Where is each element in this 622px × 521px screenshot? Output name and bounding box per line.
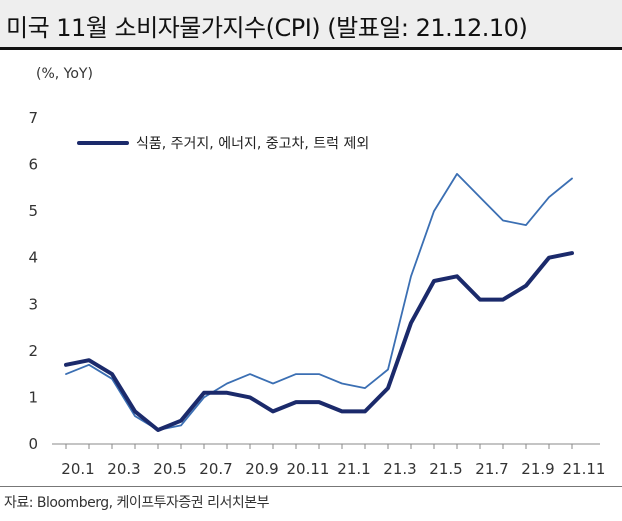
y-tick-label: 4 [28,249,38,267]
legend: 식품, 주거지, 에너지, 중고차, 트럭 제외 [77,136,369,152]
x-tick-label: 21.1 [337,460,370,478]
x-tick-label: 21.3 [383,460,416,478]
y-axis: 0 1 2 3 4 5 6 7 [28,109,38,453]
page-title: 미국 11월 소비자물가지수(CPI) (발표일: 21.12.10) [6,14,528,42]
x-tick-label: 20.9 [245,460,278,478]
y-axis-unit-label: (%, YoY) [36,66,93,82]
x-axis: 20.1 20.3 20.5 20.7 20.9 20.11 21.1 21.3 21.5 21.… [52,443,606,478]
legend-label: 식품, 주거지, 에너지, 중고차, 트럭 제외 [136,136,369,152]
title-bar: 미국 11월 소비자물가지수(CPI) (발표일: 21.12.10) [0,0,622,50]
series-layer [64,172,574,432]
y-tick-label: 7 [28,109,38,127]
x-tick-label: 20.5 [153,460,186,478]
y-tick-label: 2 [28,342,38,360]
x-tick-label: 20.7 [199,460,232,478]
y-tick-label: 6 [28,156,38,174]
x-tick-label: 21.5 [429,460,462,478]
x-tick-label: 20.3 [107,460,140,478]
series-line-headline-cpi [65,172,573,431]
y-tick-label: 3 [28,295,38,313]
x-tick-label: 20.11 [287,460,330,478]
x-tick-label: 21.7 [475,460,508,478]
y-tick-label: 1 [28,388,38,406]
cpi-line-chart: 0 1 2 3 4 5 6 7 20.1 20.3 20.5 20.7 20.9 20.11 21.1 21… [28,109,606,478]
footer-divider [0,486,622,487]
source-note: 자료: Bloomberg, 케이프투자증권 리서치본부 [4,495,270,511]
y-tick-label: 5 [28,202,38,220]
x-tick-label: 21.9 [521,460,554,478]
y-tick-label: 0 [28,435,38,453]
x-tick-label: 20.1 [61,460,94,478]
series-line-core-cpi [64,251,574,432]
x-tick-label: 21.11 [563,460,606,478]
